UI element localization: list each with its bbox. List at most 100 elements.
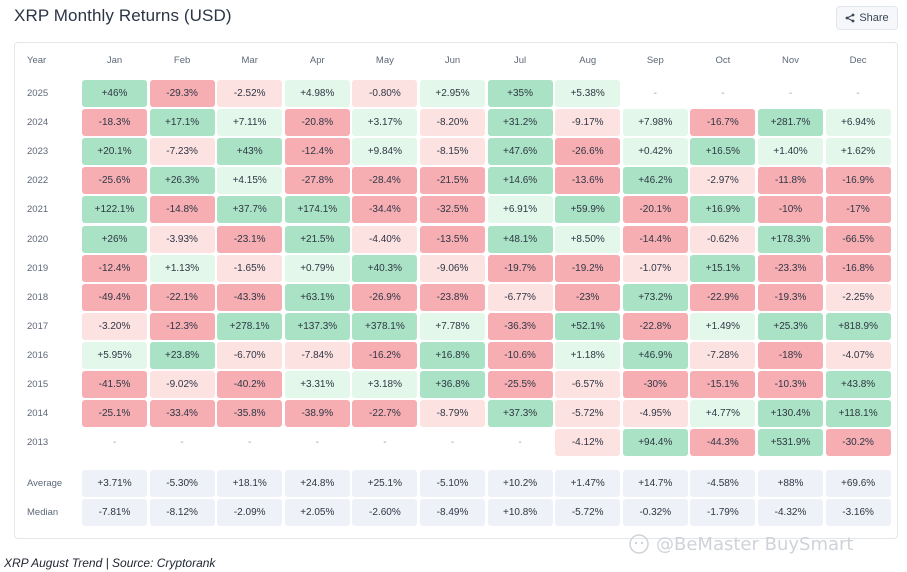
- return-cell: -7.84%: [284, 341, 350, 369]
- return-cell: -14.8%: [149, 196, 215, 224]
- year-label: 2024: [27, 117, 49, 129]
- return-cell: +122.1%: [82, 196, 147, 224]
- summary-cell: -8.49%: [420, 499, 485, 526]
- return-cell: -18.3%: [82, 109, 147, 137]
- month-header: Sep: [646, 55, 664, 66]
- return-cell: +178.3%: [758, 225, 823, 253]
- return-cell: -33.4%: [149, 400, 215, 428]
- summary-cell: +25.1%: [352, 470, 418, 497]
- returns-table-card: [14, 42, 898, 539]
- return-cell: -8.79%: [420, 400, 485, 428]
- return-cell: +9.84%: [352, 138, 418, 166]
- return-cell: +37.7%: [217, 196, 283, 224]
- return-cell: +26.3%: [149, 167, 215, 195]
- return-cell: -22.8%: [622, 312, 688, 340]
- return-cell: -40.2%: [217, 371, 283, 398]
- page-title: XRP Monthly Returns (USD): [14, 6, 232, 25]
- return-cell: +1.13%: [149, 254, 215, 282]
- return-cell: +59.9%: [555, 196, 621, 224]
- return-cell: -25.6%: [82, 167, 147, 195]
- return-cell: -43.3%: [217, 283, 283, 311]
- return-cell: +25.3%: [758, 312, 823, 340]
- year-label: 2014: [27, 408, 49, 420]
- return-cell: +73.2%: [622, 283, 688, 311]
- summary-cell: -1.79%: [690, 499, 756, 526]
- return-cell: +1.49%: [690, 312, 756, 340]
- summary-cell: +2.05%: [284, 499, 350, 526]
- return-cell: -34.4%: [352, 196, 418, 224]
- return-cell: +26%: [82, 225, 147, 253]
- return-cell: -29.3%: [149, 80, 215, 107]
- return-cell: -6.70%: [217, 341, 283, 369]
- return-cell: -13.5%: [420, 225, 485, 253]
- return-cell: -: [383, 437, 387, 449]
- return-cell: -16.2%: [352, 341, 418, 369]
- return-cell: -23.1%: [217, 225, 283, 253]
- summary-cell: -4.58%: [690, 470, 756, 497]
- return-cell: -3.93%: [149, 225, 215, 253]
- watermark: @BeMaster BuySmart: [628, 533, 853, 555]
- return-cell: -: [721, 88, 725, 99]
- summary-cell: +3.71%: [82, 470, 147, 497]
- return-cell: -10.3%: [758, 371, 823, 398]
- return-cell: -21.5%: [420, 167, 485, 195]
- summary-cell: -5.10%: [420, 470, 485, 497]
- year-label: 2022: [27, 175, 49, 187]
- year-label: 2021: [27, 204, 49, 216]
- summary-cell: +1.47%: [555, 470, 621, 497]
- year-label: 2013: [27, 437, 49, 449]
- return-cell: -10%: [758, 196, 823, 224]
- return-cell: +0.42%: [622, 138, 688, 166]
- return-cell: -: [248, 437, 252, 449]
- return-cell: +278.1%: [217, 312, 283, 340]
- return-cell: +46%: [82, 80, 147, 107]
- return-cell: -22.7%: [352, 400, 418, 428]
- summary-cell: -7.81%: [82, 499, 147, 526]
- return-cell: -9.17%: [555, 109, 621, 137]
- return-cell: -: [315, 437, 319, 449]
- return-cell: +5.95%: [82, 341, 147, 369]
- return-cell: +118.1%: [825, 400, 891, 428]
- return-cell: -22.1%: [149, 283, 215, 311]
- month-header: Jun: [444, 55, 461, 66]
- year-label: 2020: [27, 233, 49, 245]
- return-cell: -41.5%: [82, 371, 147, 398]
- month-header: Apr: [309, 55, 325, 66]
- caption: XRP August Trend | Source: Cryptorank: [4, 556, 216, 570]
- return-cell: -35.8%: [217, 400, 283, 428]
- return-cell: -36.3%: [487, 312, 553, 340]
- return-cell: -20.1%: [622, 196, 688, 224]
- return-cell: +0.79%: [284, 254, 350, 282]
- return-cell: +37.3%: [487, 400, 553, 428]
- summary-cell: +69.6%: [825, 470, 891, 497]
- summary-cell: +10.2%: [487, 470, 553, 497]
- return-cell: +43.8%: [825, 371, 891, 398]
- return-cell: +137.3%: [284, 312, 350, 340]
- return-cell: +4.98%: [284, 80, 350, 107]
- return-cell: -: [788, 88, 793, 99]
- share-button[interactable]: Share: [836, 6, 898, 30]
- return-cell: -4.40%: [352, 225, 418, 253]
- return-cell: +3.18%: [352, 371, 418, 398]
- return-cell: +531.9%: [758, 429, 823, 457]
- return-cell: -66.5%: [825, 225, 891, 253]
- return-cell: -19.2%: [555, 254, 621, 282]
- return-cell: +6.91%: [487, 196, 553, 224]
- return-cell: +48.1%: [487, 225, 553, 253]
- return-cell: -17%: [825, 196, 891, 224]
- return-cell: +6.94%: [825, 109, 891, 137]
- month-header: Jul: [514, 55, 527, 66]
- return-cell: +16.5%: [690, 138, 756, 166]
- year-label: 2016: [27, 349, 49, 361]
- return-cell: -6.77%: [487, 283, 553, 311]
- return-cell: +63.1%: [284, 283, 350, 311]
- return-cell: -19.7%: [487, 254, 553, 282]
- return-cell: -26.9%: [352, 283, 418, 311]
- summary-cell: -2.09%: [217, 499, 283, 526]
- return-cell: +16.8%: [420, 341, 485, 369]
- return-cell: -25.5%: [487, 371, 553, 398]
- month-header: Dec: [849, 55, 867, 66]
- return-cell: -14.4%: [622, 225, 688, 253]
- watermark-logo-icon: [629, 534, 649, 554]
- return-cell: -4.07%: [825, 341, 891, 369]
